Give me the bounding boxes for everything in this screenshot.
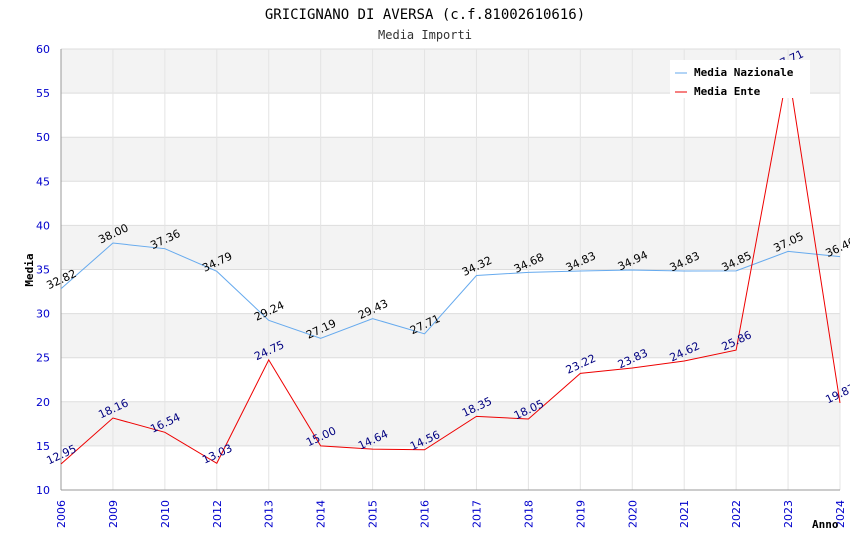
x-tick-label: 2006 (55, 500, 68, 528)
series-lines (60, 69, 841, 465)
y-tick-label: 40 (36, 219, 50, 232)
grid-band (61, 357, 840, 402)
grid-band (61, 269, 840, 314)
y-tick-label: 30 (36, 308, 50, 321)
grid-band (61, 313, 840, 358)
grid-band (61, 401, 840, 446)
x-tick-label: 2010 (159, 500, 172, 528)
grid-band (61, 225, 840, 270)
legend: Media Nazionale Media Ente (670, 60, 810, 98)
x-tick-label: 2020 (626, 500, 639, 528)
legend-label-media-ente: Media Ente (694, 85, 761, 98)
y-tick-label: 55 (36, 87, 50, 100)
y-tick-label: 45 (36, 175, 50, 188)
x-tick-label: 2018 (522, 500, 535, 528)
legend-box (670, 60, 810, 98)
x-tick-label: 2024 (834, 500, 847, 528)
x-tick-label: 2021 (678, 500, 691, 528)
chart-title: GRICIGNANO DI AVERSA (c.f.81002610616) (265, 7, 585, 23)
chart-subtitle: Media Importi (378, 28, 472, 42)
x-tick-label: 2019 (574, 500, 587, 528)
x-axis: 2006 2009 2010 2012 2013 2014 2015 2016 2017 2018… (55, 489, 847, 528)
y-tick-label: 60 (36, 43, 50, 56)
series-line-media-ente (60, 69, 841, 465)
x-tick-label: 2017 (470, 500, 483, 528)
x-tick-label: 2013 (263, 500, 276, 528)
y-tick-label: 25 (36, 352, 50, 365)
x-tick-label: 2014 (315, 500, 328, 528)
grid-band (61, 445, 840, 490)
grid-bands (60, 48, 841, 491)
grid-band (61, 137, 840, 182)
y-axis-label: Media (23, 253, 36, 286)
legend-label-media-nazionale: Media Nazionale (694, 66, 794, 79)
x-tick-label: 2022 (730, 500, 743, 528)
y-axis: 10 15 20 25 30 35 40 45 50 55 60 (36, 43, 62, 497)
x-tick-label: 2009 (107, 500, 120, 528)
y-tick-label: 50 (36, 131, 50, 144)
y-tick-label: 35 (36, 264, 50, 277)
grid-band (61, 181, 840, 226)
y-tick-label: 15 (36, 440, 50, 453)
x-tick-label: 2012 (211, 500, 224, 528)
x-tick-label: 2023 (782, 500, 795, 528)
series-line-media-nazionale (60, 242, 841, 339)
grid-band (61, 93, 840, 138)
x-tick-label: 2016 (419, 500, 432, 528)
x-axis-label: Anno (812, 518, 839, 531)
y-tick-label: 20 (36, 396, 50, 409)
y-tick-label: 10 (36, 484, 50, 497)
x-tick-label: 2015 (367, 500, 380, 528)
